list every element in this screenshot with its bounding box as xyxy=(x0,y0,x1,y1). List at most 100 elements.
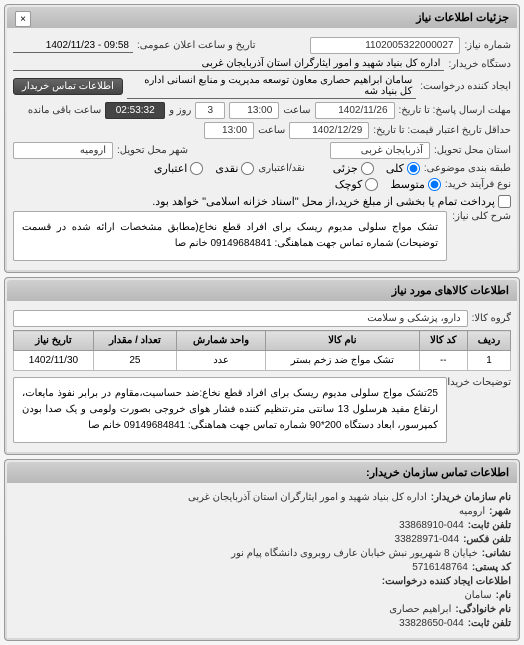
buyer-value: اداره کل بنیاد شهید و امور ایثارگران است… xyxy=(13,57,444,71)
delivery-province-label: استان محل تحویل: xyxy=(434,145,511,156)
goods-info-panel: اطلاعات کالاهای مورد نیاز گروه کالا: دار… xyxy=(4,277,520,455)
cash-label: نقد/اعتباری xyxy=(258,163,304,174)
creator-label: ایجاد کننده درخواست: xyxy=(420,81,511,92)
delivery-province: آذربایجان غربی xyxy=(330,142,430,159)
col-qty: تعداد / مقدار xyxy=(93,331,176,351)
cash-radio-group: نقدی اعتباری xyxy=(154,162,255,175)
table-row[interactable]: 1 -- تشک مواج ضد زخم بستر عدد 25 1402/11… xyxy=(14,351,511,371)
creator-value: سامان ابراهیم حصاری معاون توسعه مدیریت و… xyxy=(127,74,416,99)
general-title-box: تشک مواج سلولی مدیوم ریسک برای افراد قطع… xyxy=(13,211,447,261)
name-value: سامان xyxy=(464,590,491,601)
payment-note-label: پرداخت تمام یا بخشی از مبلغ خرید،از محل … xyxy=(152,195,495,208)
cell-name: تشک مواج ضد زخم بستر xyxy=(266,351,420,371)
buyer-notes-label: توضیحات خریدار: xyxy=(451,377,511,388)
process-medium-option[interactable]: متوسط xyxy=(390,178,441,191)
budget-radio-group: کلی جزئی xyxy=(333,162,420,175)
budget-all-option[interactable]: کلی xyxy=(386,162,420,175)
phone-label: تلفن ثابت: xyxy=(468,520,511,531)
tel-value: 33828650-044 xyxy=(399,618,464,629)
time-label-1: ساعت xyxy=(283,105,310,116)
phone-value: 33868910-044 xyxy=(399,520,464,531)
panel-header: × جزئیات اطلاعات نیاز xyxy=(7,7,517,28)
deadline-send-label: مهلت ارسال پاسخ: تا تاریخ: xyxy=(399,105,511,116)
payment-note-checkbox[interactable] xyxy=(498,195,511,208)
org-label: نام سازمان خریدار: xyxy=(431,492,511,503)
panel2-title: اطلاعات کالاهای مورد نیاز xyxy=(392,285,509,297)
validity-time: 13:00 xyxy=(204,122,254,139)
close-button[interactable]: × xyxy=(15,11,31,27)
credit-radio[interactable] xyxy=(190,162,203,175)
delivery-city-label: شهر محل تحویل: xyxy=(117,145,188,156)
col-code: کد کالا xyxy=(419,331,467,351)
address-label: نشانی: xyxy=(482,548,511,559)
contact-info-panel: اطلاعات تماس سازمان خریدار: نام سازمان خ… xyxy=(4,459,520,641)
col-date: تاریخ نیاز xyxy=(14,331,94,351)
col-unit: واحد شمارش xyxy=(176,331,265,351)
panel-title: جزئیات اطلاعات نیاز xyxy=(416,12,509,24)
address-value: خیایان 8 شهریور نبش خیابان عارف روبروی د… xyxy=(231,548,478,559)
postal-label: کد پستی: xyxy=(472,562,511,573)
budget-partial-option[interactable]: جزئی xyxy=(333,162,374,175)
general-title-label: شرح کلی نیاز: xyxy=(451,211,511,222)
process-medium-radio[interactable] xyxy=(428,178,441,191)
remain-label: روز و xyxy=(169,105,191,116)
panel3-body: نام سازمان خریدار: اداره کل بنیاد شهید و… xyxy=(7,483,517,638)
panel3-header: اطلاعات تماس سازمان خریدار: xyxy=(7,462,517,483)
cash-option-label: نقدی xyxy=(215,162,238,175)
tel-label: تلفن ثابت: xyxy=(468,618,511,629)
cell-qty: 25 xyxy=(93,351,176,371)
request-number-label: شماره نیاز: xyxy=(464,40,511,51)
group-label: گروه کالا: xyxy=(472,313,511,324)
family-value: ابراهیم حصاری xyxy=(389,604,451,615)
credit-option-label: اعتباری xyxy=(154,162,188,175)
validity-label: حداقل تاریخ اعتبار قیمت: تا تاریخ: xyxy=(373,125,511,136)
process-small-option[interactable]: کوچک xyxy=(335,178,379,191)
deadline-send-date: 1402/11/26 xyxy=(315,102,395,119)
payment-note-checkbox-item[interactable]: پرداخت تمام یا بخشی از مبلغ خرید،از محل … xyxy=(152,195,511,208)
cash-radio[interactable] xyxy=(241,162,254,175)
process-medium-label: متوسط xyxy=(390,178,425,191)
request-details-panel: × جزئیات اطلاعات نیاز شماره نیاز: 110200… xyxy=(4,4,520,273)
fax-label: تلفن فکس: xyxy=(463,534,511,545)
buyer-notes-box: 25تشک مواج سلولی مدیوم ریسک برای افراد ق… xyxy=(13,377,447,443)
budget-all-radio[interactable] xyxy=(407,162,420,175)
budget-partial-label: جزئی xyxy=(333,162,358,175)
process-label: نوع فرآیند خرید: xyxy=(445,179,511,190)
col-name: نام کالا xyxy=(266,331,420,351)
contact-buyer-button[interactable]: اطلاعات تماس خریدار xyxy=(13,78,123,95)
postal-value: 5716148764 xyxy=(412,562,468,573)
panel3-title: اطلاعات تماس سازمان خریدار: xyxy=(366,467,509,479)
credit-option[interactable]: اعتباری xyxy=(154,162,204,175)
cell-row: 1 xyxy=(467,351,510,371)
col-row: ردیف xyxy=(467,331,510,351)
delivery-city: ارومیه xyxy=(13,142,113,159)
remain-suffix: ساعت باقی مانده xyxy=(28,105,101,116)
cash-option[interactable]: نقدی xyxy=(215,162,254,175)
name-label: نام: xyxy=(496,590,511,601)
fax-value: 33828971-044 xyxy=(395,534,460,545)
creator-header: اطلاعات ایجاد کننده درخواست: xyxy=(382,576,511,587)
panel2-body: گروه کالا: دارو، پزشکی و سلامت ردیف کد ک… xyxy=(7,301,517,452)
request-number-field: 1102005322000027 xyxy=(310,37,460,54)
budget-partial-radio[interactable] xyxy=(361,162,374,175)
remain-time: 02:53:32 xyxy=(105,102,165,119)
panel2-header: اطلاعات کالاهای مورد نیاز xyxy=(7,280,517,301)
org-value: اداره کل بنیاد شهید و امور ایثارگران است… xyxy=(188,492,427,503)
announce-value: 09:58 - 1402/11/23 xyxy=(13,39,133,53)
city-label: شهر: xyxy=(489,506,511,517)
cell-code: -- xyxy=(419,351,467,371)
announce-label: تاریخ و ساعت اعلان عمومی: xyxy=(137,40,256,51)
buyer-label: دستگاه خریدار: xyxy=(448,59,511,70)
remain-days: 3 xyxy=(195,102,225,119)
budget-type-label: طبقه بندی موضوعی: xyxy=(424,163,511,174)
time-label-2: ساعت xyxy=(258,125,285,136)
goods-table: ردیف کد کالا نام کالا واحد شمارش تعداد /… xyxy=(13,330,511,371)
validity-date: 1402/12/29 xyxy=(289,122,369,139)
budget-all-label: کلی xyxy=(386,162,404,175)
group-value: دارو، پزشکی و سلامت xyxy=(13,310,468,327)
panel-body: شماره نیاز: 1102005322000027 تاریخ و ساع… xyxy=(7,28,517,270)
process-small-label: کوچک xyxy=(335,178,363,191)
cell-date: 1402/11/30 xyxy=(14,351,94,371)
process-small-radio[interactable] xyxy=(365,178,378,191)
family-label: نام خانوادگی: xyxy=(455,604,511,615)
